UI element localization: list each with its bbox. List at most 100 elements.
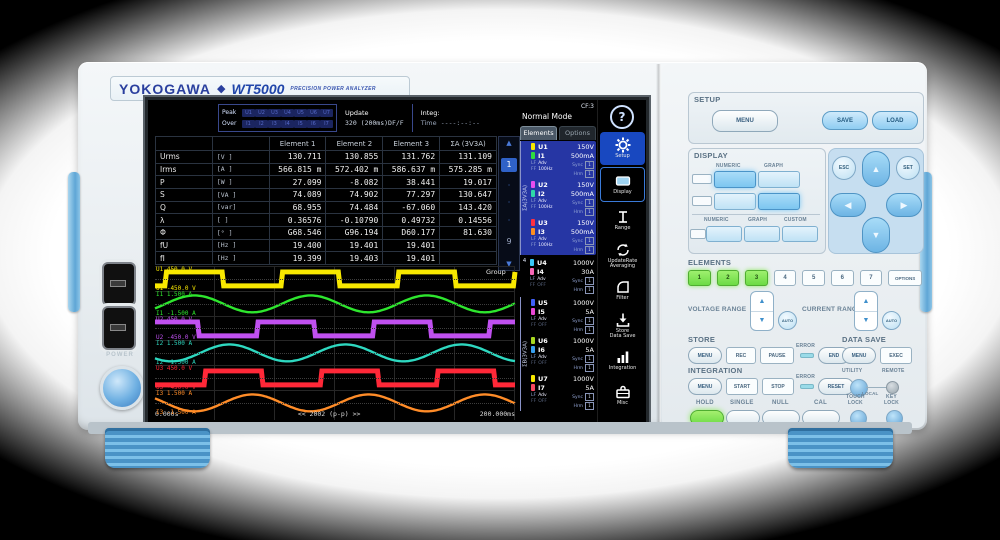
tab-elements[interactable]: Elements [520,126,557,140]
menu-item-store[interactable]: Store Data Save [600,309,645,342]
cell-value: 0.49732 [382,213,441,227]
set-button[interactable]: SET [896,156,920,180]
element-key-3[interactable]: 3 [745,270,768,286]
arrow-right-button[interactable]: ▶ [886,193,922,217]
menu-item-setup[interactable]: Setup [600,132,645,165]
display-led-key-1[interactable] [692,174,712,184]
pager-page[interactable]: · [507,198,511,208]
channel-range: 30A [581,267,594,276]
element-key-6[interactable]: 6 [830,270,854,286]
menu-item-filter[interactable]: Filter [600,274,645,307]
usb-port-1[interactable] [102,262,136,306]
utility-label: UTILITY [842,368,863,374]
menu-item-label: Display [613,189,632,196]
store-pause-button[interactable]: PAUSE [760,347,794,364]
numeric-key-row3[interactable] [706,226,742,242]
row-unit: [VA ] [211,187,270,202]
element-key-7[interactable]: 7 [859,270,883,286]
cell-value: 0.14556 [439,213,497,227]
element-key-2[interactable]: 2 [716,270,740,286]
graph-key-row3[interactable] [744,226,780,242]
arrow-left-button[interactable]: ◀ [830,193,866,217]
element-key-4[interactable]: 4 [773,270,797,286]
pager-page[interactable]: · [507,181,511,191]
usb-slot [110,324,126,331]
voltage-up-icon[interactable]: ▲ [751,292,773,312]
menu-item-range[interactable]: Range [600,204,645,237]
power-button[interactable] [100,366,144,410]
cell-value: 586.637 m [382,162,441,177]
model-text: WT5000 [231,80,285,97]
touch-screen[interactable]: Peak U1 U2 U3 U4 U5 U6 U7 Over I1 I2 I3 I4 I5 I6 I7 Up… [148,100,646,422]
arrow-up-button[interactable]: ▲ [862,151,890,187]
element-entry[interactable]: U4 1000V I4 30A LF FF Adv OFF Sync 1 Hrm 1 [529,257,596,295]
voltage-range-rocker[interactable]: ▲ ▼ [750,291,774,331]
usb-port-2[interactable] [102,306,136,350]
over-indicator: I3 [268,120,281,128]
element-entry[interactable]: U1 150V I1 500mA LF FF Adv 100Hz Sync 1 Hrm 1 [530,141,596,179]
display-led-key-3[interactable] [690,229,706,239]
pager-page[interactable]: 9 [506,236,512,246]
menu-item-updaterate[interactable]: UpdateRate Averaging [600,239,645,272]
esc-button[interactable]: ESC [832,156,856,180]
display-led-key-2[interactable] [692,196,712,206]
numeric-key-row2[interactable] [714,193,756,210]
local-label: LOCAL [862,391,879,396]
data-save-exec-button[interactable]: EXEC [880,347,912,364]
numeric-key-row1[interactable] [714,171,756,188]
arrow-down-button[interactable]: ▼ [862,217,890,253]
custom-key[interactable] [782,226,818,242]
voltage-auto-button[interactable]: AUTO [778,311,797,330]
tab-options[interactable]: Options [559,126,596,140]
utility-button[interactable] [850,379,868,397]
over-indicator: I1 [242,120,255,128]
left-handle[interactable] [68,172,80,312]
integration-stop-button[interactable]: STOP [762,378,794,395]
pager-page[interactable]: 1 [501,158,517,173]
table-header-row: Element 1 Element 2 Element 3 ΣA (3V3A) [155,136,497,151]
help-icon[interactable]: ? [610,105,634,129]
channel-name: U4 [537,258,547,267]
element-entry[interactable]: U5 1000V I5 5A LF FF Adv OFF Sync 1 Hrm 1 [530,297,596,335]
element-key-5[interactable]: 5 [802,270,825,286]
pager-up-icon[interactable]: ▲ [506,139,512,147]
menu-item-display[interactable]: Display [600,167,645,202]
pager-page[interactable]: · [507,215,511,225]
data-save-menu-button[interactable]: MENU [842,347,876,364]
cell-value: 572.402 m [325,162,384,177]
save-button[interactable]: SAVE [822,111,868,130]
setup-menu-button[interactable]: MENU [712,110,778,132]
element-entry[interactable]: U3 150V I3 500mA LF FF Adv 100Hz Sync 1 Hrm 1 [530,217,596,255]
current-range-rocker[interactable]: ▲ ▼ [854,291,878,331]
menu-item-integration[interactable]: Integration [600,344,645,377]
pager-down-icon[interactable]: ▼ [506,259,512,268]
voltage-down-icon[interactable]: ▼ [758,317,766,325]
update-status: Update 320 (200ms)DF/F [345,104,404,132]
options-key[interactable]: OPTIONS [888,270,922,286]
load-button[interactable]: LOAD [872,111,918,130]
integration-reset-button[interactable]: RESET [818,378,854,395]
element-entry[interactable]: U6 1000V I6 5A LF FF Adv OFF Sync 1 Hrm 1 [530,335,596,373]
menu-item-misc[interactable]: Misc [600,379,645,412]
integration-menu-button[interactable]: MENU [688,378,722,395]
element-entry[interactable]: U2 150V I2 500mA LF FF Adv 100Hz Sync 1 Hrm 1 [530,179,596,217]
current-auto-button[interactable]: AUTO [882,311,901,330]
current-up-icon[interactable]: ▲ [855,292,877,312]
display-divider [692,214,820,215]
cell-value: 566.815 m [268,162,327,177]
cell-value: 38.441 [382,175,441,189]
integration-start-button[interactable]: START [726,378,758,395]
channel-range: 1000V [573,258,594,267]
cell-value: 19.401 [382,238,441,253]
store-menu-button[interactable]: MENU [688,347,722,364]
store-rec-button[interactable]: REC [726,347,756,364]
element-key-1[interactable]: 1 [688,270,711,286]
graph-key-row1[interactable] [758,171,800,188]
custom-header: CUSTOM [784,217,807,223]
element-entry[interactable]: U7 1000V I7 5A LF FF Adv OFF Sync 1 Hrm 1 [530,373,596,411]
channel-name: U5 [538,298,548,307]
current-down-icon[interactable]: ▼ [862,317,870,325]
sidebar-tabs: Elements Options [520,126,596,140]
page-selector[interactable]: ▲ 1 · · · 9 ▼ [498,136,520,271]
graph-key-row2[interactable] [758,193,800,210]
